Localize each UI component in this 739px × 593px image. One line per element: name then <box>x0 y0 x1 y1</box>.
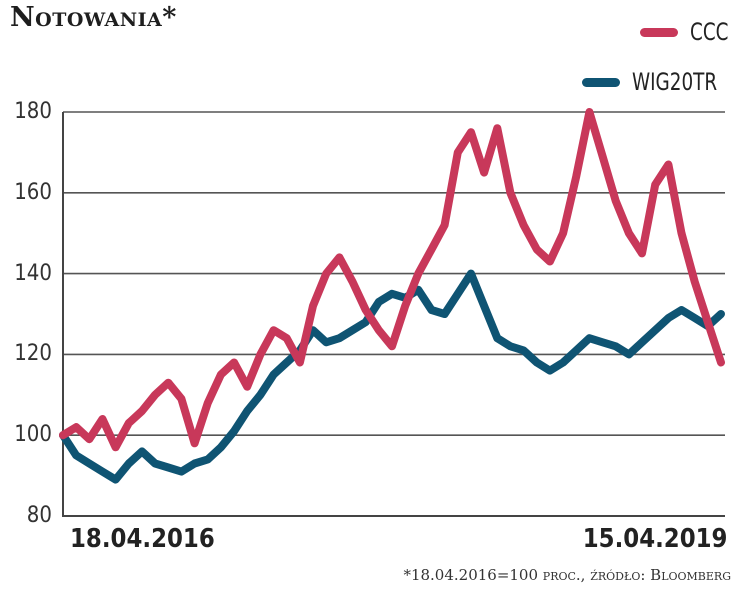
y-tick-140: 140 <box>14 261 52 286</box>
series-line-ccc <box>59 108 725 452</box>
y-tick-80: 80 <box>26 503 52 528</box>
legend-item-wig20tr: WIG20TR <box>582 68 732 96</box>
y-tick-100: 100 <box>14 422 52 447</box>
legend-item-ccc: CCC <box>640 18 735 46</box>
plot-frame <box>62 112 725 517</box>
x-label-end: 15.04.2019 <box>582 524 727 554</box>
legend-label-wig20tr: WIG20TR <box>632 68 718 96</box>
series-lines <box>59 108 725 484</box>
legend-swatch-wig20tr-icon <box>582 77 620 87</box>
series-line-wig20tr <box>59 269 725 484</box>
y-tick-120: 120 <box>14 341 52 366</box>
footnote: *18.04.2016=100 proc., źródło: Bloomberg <box>403 566 731 584</box>
gridlines <box>63 111 725 437</box>
y-tick-180: 180 <box>14 99 52 124</box>
chart-title: Notowania* <box>10 2 177 33</box>
legend-label-ccc: CCC <box>690 18 729 46</box>
x-label-start: 18.04.2016 <box>70 524 215 554</box>
legend-swatch-ccc-icon <box>640 27 678 37</box>
footnote-main: *18.04.2016=100 <box>403 566 543 584</box>
footnote-source: proc., źródło: Bloomberg <box>542 566 731 584</box>
y-tick-160: 160 <box>14 180 52 205</box>
